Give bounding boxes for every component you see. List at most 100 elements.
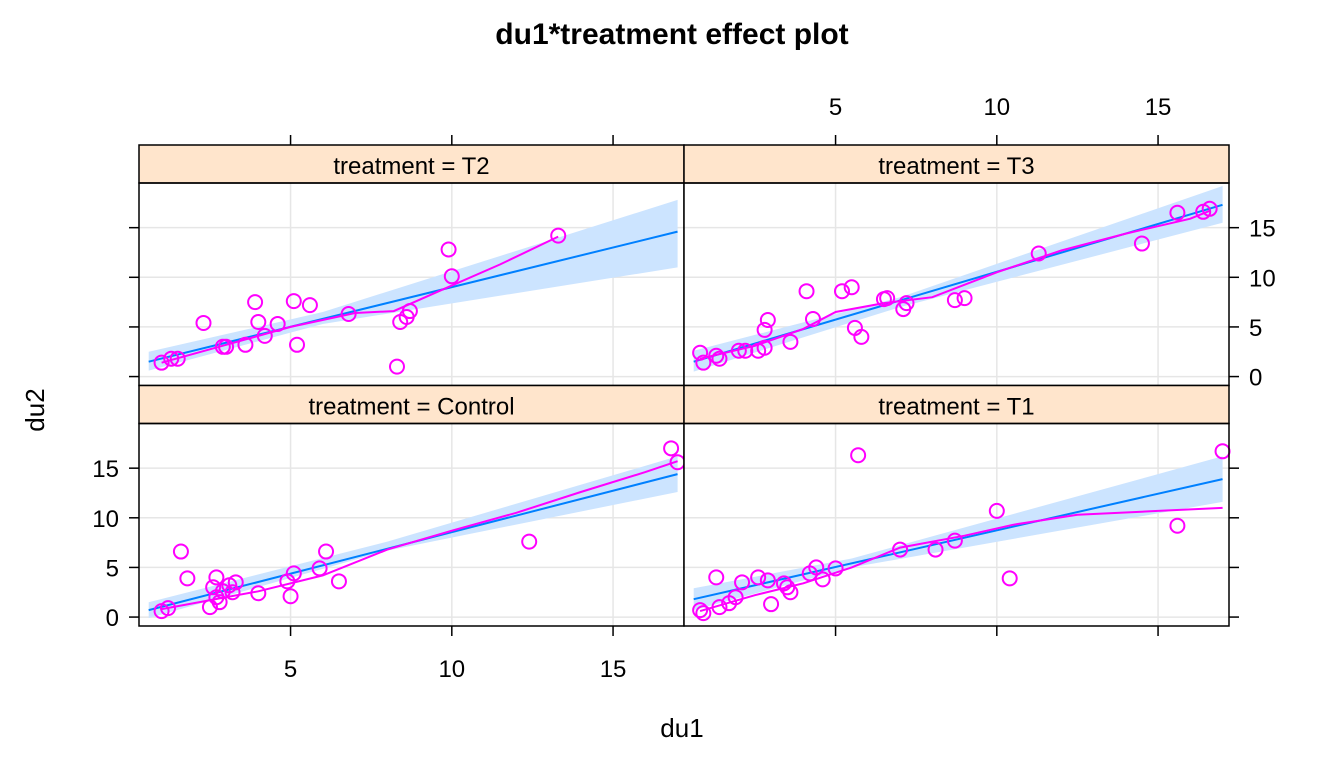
panel-t3: treatment = T3 [683, 144, 1230, 387]
panel-border [683, 422, 1230, 627]
data-point [946, 292, 963, 309]
y-tick-label: 10 [1249, 265, 1276, 292]
data-point [318, 543, 335, 560]
data-point [195, 314, 212, 331]
x-tick-label: 10 [983, 94, 1010, 121]
data-point [440, 241, 457, 258]
data-point [750, 569, 767, 586]
data-point [237, 336, 254, 353]
data-point [285, 293, 302, 310]
y-tick-label: 5 [106, 555, 119, 582]
x-tick-label: 15 [1145, 94, 1172, 121]
strip-label: treatment = Control [308, 394, 514, 421]
data-point [1030, 245, 1047, 262]
data-point [521, 533, 538, 550]
data-point [550, 227, 567, 244]
smooth-line [161, 235, 559, 364]
data-point [946, 532, 963, 549]
x-tick-label: 5 [284, 656, 297, 683]
axes: 5 10 15 5 10 15 0 5 10 15 0 5 10 15 [92, 94, 1275, 683]
data-point [663, 440, 680, 457]
data-point [727, 589, 744, 606]
data-point [1133, 235, 1150, 252]
data-point [285, 565, 302, 582]
panel-background [684, 423, 1229, 626]
data-point [224, 584, 241, 601]
y-tick-label: 5 [1249, 315, 1262, 342]
confidence-band [693, 456, 1223, 611]
data-point [782, 584, 799, 601]
data-point [330, 573, 347, 590]
data-point [163, 350, 180, 367]
data-point [247, 294, 264, 311]
panel-t1: treatment = T1 [683, 384, 1231, 627]
data-point [956, 290, 973, 307]
data-point [1201, 200, 1218, 217]
data-point [443, 268, 460, 285]
strip-label: treatment = T3 [878, 153, 1034, 180]
data-point [205, 579, 222, 596]
data-point [711, 350, 728, 367]
data-point [834, 283, 851, 300]
data-point [756, 321, 773, 338]
x-tick-label: 10 [438, 656, 465, 683]
data-point [250, 313, 267, 330]
fit-line [148, 230, 678, 363]
data-point [695, 605, 712, 622]
data-point [734, 574, 751, 591]
data-point [759, 311, 776, 328]
data-point [804, 310, 821, 327]
data-point [711, 599, 728, 616]
data-point [340, 306, 357, 323]
data-point [692, 344, 709, 361]
x-tick-label: 15 [600, 656, 627, 683]
data-point [708, 569, 725, 586]
data-point [153, 354, 170, 371]
data-point [827, 560, 844, 577]
strip-label: treatment = T2 [333, 153, 489, 180]
data-point [850, 447, 867, 464]
data-point [227, 574, 244, 591]
x-tick-label: 5 [829, 94, 842, 121]
data-point [218, 338, 235, 355]
data-point [282, 588, 299, 605]
data-point [988, 502, 1005, 519]
y-tick-label: 10 [92, 506, 119, 533]
data-point [898, 295, 915, 312]
data-point [388, 358, 405, 375]
data-point [301, 297, 318, 314]
data-point [808, 559, 825, 576]
data-point [160, 600, 177, 617]
data-point [843, 279, 860, 296]
data-point [782, 333, 799, 350]
data-point [169, 350, 186, 367]
y-tick-label: 0 [1249, 365, 1262, 392]
confidence-band [693, 186, 1223, 372]
data-point [763, 596, 780, 613]
strip-label: treatment = T1 [878, 394, 1034, 421]
y-tick-label: 15 [1249, 216, 1276, 243]
data-point [879, 290, 896, 307]
data-point [1001, 570, 1018, 587]
data-point [208, 569, 225, 586]
data-point [401, 303, 418, 320]
data-point [179, 570, 196, 587]
chart-title: du1*treatment effect plot [495, 18, 848, 51]
fit-line [693, 478, 1223, 601]
data-point [269, 315, 286, 332]
data-point [256, 327, 273, 344]
data-point [756, 339, 773, 356]
x-axis-label: du1 [660, 713, 703, 743]
data-point [927, 541, 944, 558]
data-point [311, 560, 328, 577]
data-point [798, 283, 815, 300]
data-point [692, 602, 709, 619]
panel-t2: treatment = T2 [138, 144, 685, 387]
data-point [730, 342, 747, 359]
strip-background [683, 144, 1230, 184]
data-point [211, 594, 228, 611]
data-point [172, 543, 189, 560]
data-point [695, 354, 712, 371]
data-point [250, 585, 267, 602]
